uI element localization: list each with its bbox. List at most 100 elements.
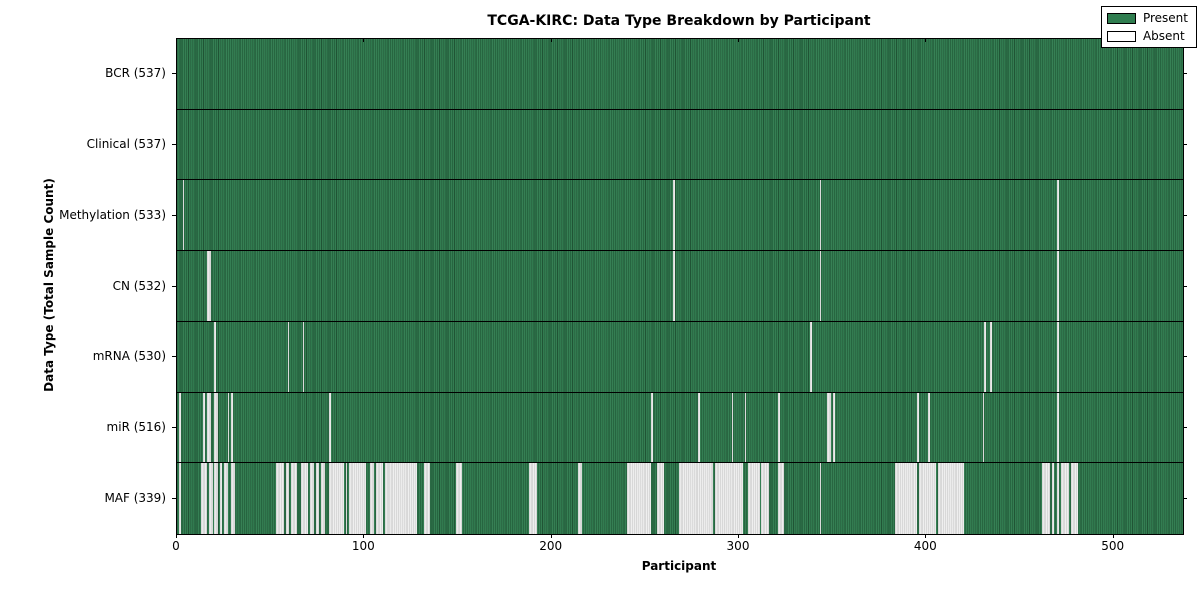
absent-run	[214, 463, 219, 534]
chart-title: TCGA-KIRC: Data Type Breakdown by Partic…	[487, 13, 871, 29]
absent-run	[827, 392, 831, 463]
absent-run	[345, 463, 348, 534]
ytick-mark-right	[1183, 214, 1187, 216]
absent-run	[231, 392, 234, 463]
xtick-mark-bottom	[550, 534, 552, 538]
absent-run	[529, 463, 537, 534]
ytick-label-methylation: Methylation (533)	[59, 207, 166, 222]
absent-run	[300, 463, 309, 534]
absent-run	[1057, 321, 1060, 392]
absent-run	[203, 392, 206, 463]
xtick-label-100: 100	[351, 539, 375, 553]
absent-run	[388, 463, 404, 534]
absent-run	[928, 392, 931, 463]
ytick-label-maf: MAF (339)	[104, 490, 166, 505]
row-clinical	[177, 109, 1183, 181]
ytick-label-clinical: Clinical (537)	[86, 137, 166, 152]
absent-run	[731, 392, 734, 463]
ytick-label-mir: miR (516)	[106, 419, 166, 434]
xtick-mark-top	[925, 38, 927, 42]
absent-run	[1057, 251, 1060, 321]
ytick-label-bcr: BCR (537)	[105, 66, 166, 81]
absent-run	[673, 180, 676, 251]
absent-run	[403, 463, 417, 534]
xtick-mark-top	[363, 38, 365, 42]
absent-run	[206, 251, 211, 321]
absent-run	[291, 463, 297, 534]
absent-run	[328, 392, 331, 463]
absent-run	[673, 251, 676, 321]
ytick-mark-right	[1183, 497, 1187, 499]
xtick-mark-top	[550, 38, 552, 42]
ytick-mark-right	[1183, 73, 1187, 75]
absent-run	[697, 392, 700, 463]
absent-run	[1070, 463, 1079, 534]
ytick-mark-left	[172, 214, 176, 216]
absent-run	[276, 463, 284, 534]
absent-run	[424, 463, 430, 534]
legend-entry-absent: Absent	[1106, 29, 1188, 43]
absent-run	[182, 180, 185, 251]
ytick-mark-left	[172, 356, 176, 358]
absent-run	[349, 463, 367, 534]
xtick-mark-bottom	[738, 534, 739, 538]
absent-run	[810, 321, 813, 392]
absent-run	[761, 463, 769, 534]
absent-run	[778, 392, 781, 463]
legend-label-present: Present	[1142, 11, 1188, 25]
legend-entry-present: Present	[1106, 11, 1188, 25]
absent-run	[384, 463, 389, 534]
ytick-mark-right	[1183, 144, 1187, 146]
absent-run	[748, 463, 760, 534]
absent-run	[1057, 180, 1060, 251]
legend: Present Absent	[1100, 6, 1197, 48]
absent-run	[208, 463, 213, 534]
present-swatch-icon	[1106, 12, 1136, 24]
absent-run	[1057, 463, 1060, 534]
absent-run	[916, 392, 919, 463]
absent-run	[778, 463, 784, 534]
xtick-mark-bottom	[925, 534, 927, 538]
absent-run	[577, 463, 582, 534]
absent-run	[982, 392, 985, 463]
absent-run	[220, 463, 222, 534]
absent-run	[328, 463, 344, 534]
ytick-label-cn: CN (532)	[112, 278, 166, 293]
absent-run	[287, 321, 290, 392]
absent-run	[201, 463, 207, 534]
absent-run	[214, 321, 217, 392]
xtick-mark-bottom	[1112, 534, 1114, 538]
absent-run	[832, 392, 835, 463]
absent-run	[650, 392, 653, 463]
xtick-label-0: 0	[172, 539, 180, 553]
row-bcr	[177, 39, 1183, 110]
absent-run	[223, 463, 228, 534]
absent-run	[937, 463, 964, 534]
ytick-mark-left	[172, 144, 176, 146]
absent-swatch-icon	[1106, 30, 1136, 42]
xtick-mark-top	[738, 38, 739, 42]
xtick-mark-bottom	[176, 534, 177, 538]
absent-run	[656, 463, 665, 534]
xtick-mark-top	[176, 38, 177, 42]
absent-run	[819, 251, 822, 321]
absent-run	[918, 463, 936, 534]
xtick-label-400: 400	[913, 539, 937, 553]
ytick-label-mrna: mRNA (530)	[92, 349, 166, 364]
absent-run	[227, 392, 230, 463]
ytick-mark-left	[172, 73, 176, 75]
absent-run	[231, 463, 236, 534]
ytick-mark-left	[172, 285, 176, 287]
xtick-label-300: 300	[726, 539, 750, 553]
absent-run	[1051, 463, 1054, 534]
xtick-label-200: 200	[539, 539, 563, 553]
absent-run	[375, 463, 384, 534]
absent-run	[321, 463, 325, 534]
ytick-mark-right	[1183, 426, 1187, 428]
row-cn	[177, 251, 1183, 322]
row-maf	[177, 463, 1183, 534]
absent-run	[214, 392, 219, 463]
absent-run	[626, 463, 651, 534]
xtick-label-500: 500	[1101, 539, 1125, 553]
ytick-mark-right	[1183, 356, 1187, 358]
